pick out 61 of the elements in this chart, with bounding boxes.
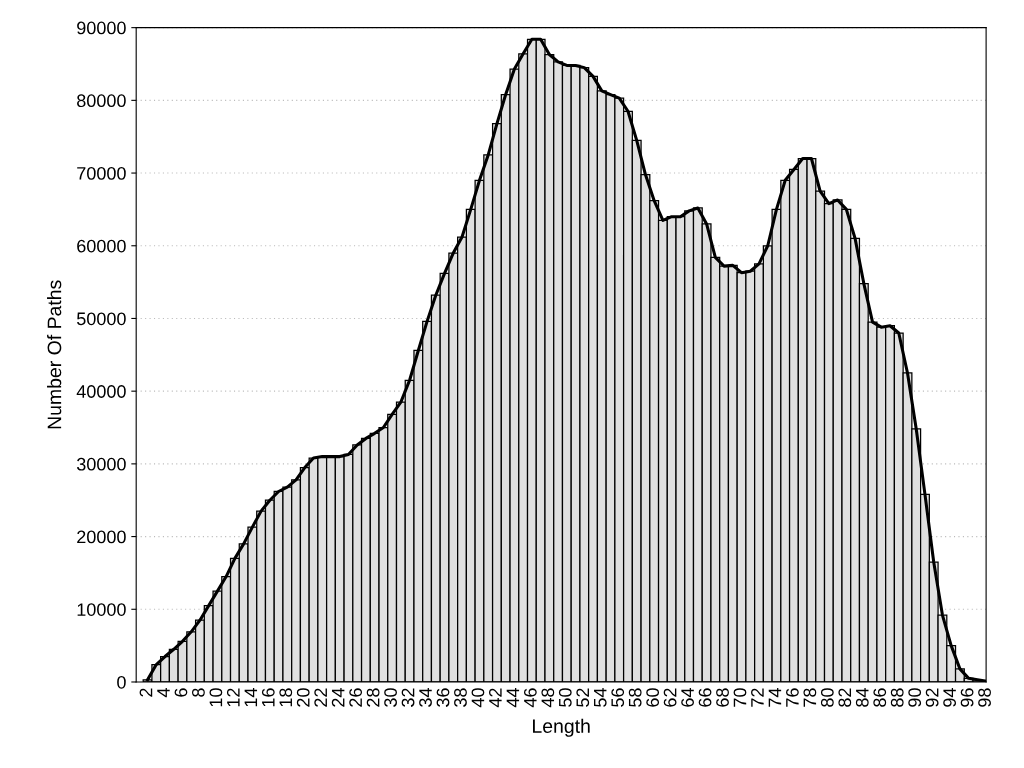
x-tick-label: 88 <box>890 688 904 707</box>
x-tick-label: 40 <box>471 688 485 708</box>
x-tick-label: 16 <box>261 688 275 707</box>
x-tick-label: 82 <box>838 688 852 707</box>
x-tick-label: 50 <box>558 688 572 707</box>
x-tick-label: 78 <box>803 688 817 707</box>
y-tick-label: 10000 <box>77 603 126 616</box>
x-tick-label: 2 <box>139 688 153 697</box>
x-tick-label: 28 <box>366 688 380 707</box>
x-tick-label: 74 <box>768 688 782 707</box>
x-tick-label: 32 <box>401 688 415 707</box>
x-tick-label: 84 <box>855 688 869 707</box>
x-tick-label: 34 <box>419 688 432 707</box>
y-tick-label: 50000 <box>76 312 126 326</box>
x-tick-label: 76 <box>786 688 799 707</box>
x-tick-label: 4 <box>157 688 170 698</box>
x-tick-label: 54 <box>594 688 607 707</box>
x-tick-label: 18 <box>279 688 293 707</box>
x-tick-label: 72 <box>751 688 764 707</box>
y-axis-title: Number Of Paths <box>47 280 62 429</box>
x-tick-label: 98 <box>978 688 991 707</box>
x-tick-label: 46 <box>523 688 537 708</box>
x-tick-label: 96 <box>960 688 974 707</box>
x-tick-label: 80 <box>820 688 834 707</box>
x-tick-label: 86 <box>873 688 887 707</box>
x-tick-label: 42 <box>489 688 502 708</box>
y-tick-label: 90000 <box>77 21 126 35</box>
x-tick-label: 8 <box>192 688 205 697</box>
y-tick-label: 70000 <box>77 166 126 180</box>
x-tick-label: 60 <box>646 688 660 707</box>
x-tick-label: 26 <box>349 688 363 707</box>
x-tick-label: 22 <box>314 688 327 707</box>
x-tick-label: 66 <box>698 688 712 707</box>
x-tick-label: 70 <box>733 688 747 707</box>
y-tick-label: 20000 <box>77 530 126 544</box>
x-tick-label: 56 <box>611 688 625 707</box>
x-tick-label: 62 <box>663 688 677 707</box>
x-tick-label: 6 <box>174 688 188 697</box>
x-tick-label: 94 <box>943 688 957 707</box>
y-tick-label: 40000 <box>76 385 126 398</box>
x-tick-label: 48 <box>541 688 555 708</box>
x-axis-title: Length <box>533 718 590 737</box>
y-tick-label: 30000 <box>76 457 126 471</box>
x-tick-label: 14 <box>244 688 258 707</box>
x-tick-label: 36 <box>436 688 450 707</box>
x-tick-label: 90 <box>908 688 922 707</box>
y-tick-label: 80000 <box>77 94 126 108</box>
x-tick-label: 10 <box>209 688 223 707</box>
x-tick-label: 64 <box>681 688 694 707</box>
x-tick-label: 92 <box>925 688 939 707</box>
y-tick-label: 0 <box>117 675 126 689</box>
y-tick-label: 60000 <box>77 239 126 253</box>
x-tick-label: 52 <box>576 688 590 707</box>
x-tick-label: 24 <box>331 688 345 707</box>
x-tick-label: 20 <box>296 688 310 707</box>
x-tick-label: 38 <box>454 688 467 707</box>
x-tick-label: 68 <box>716 688 729 707</box>
x-tick-label: 58 <box>628 688 642 707</box>
x-tick-label: 30 <box>384 688 397 707</box>
x-tick-label: 44 <box>506 688 520 708</box>
x-tick-label: 12 <box>226 688 240 707</box>
